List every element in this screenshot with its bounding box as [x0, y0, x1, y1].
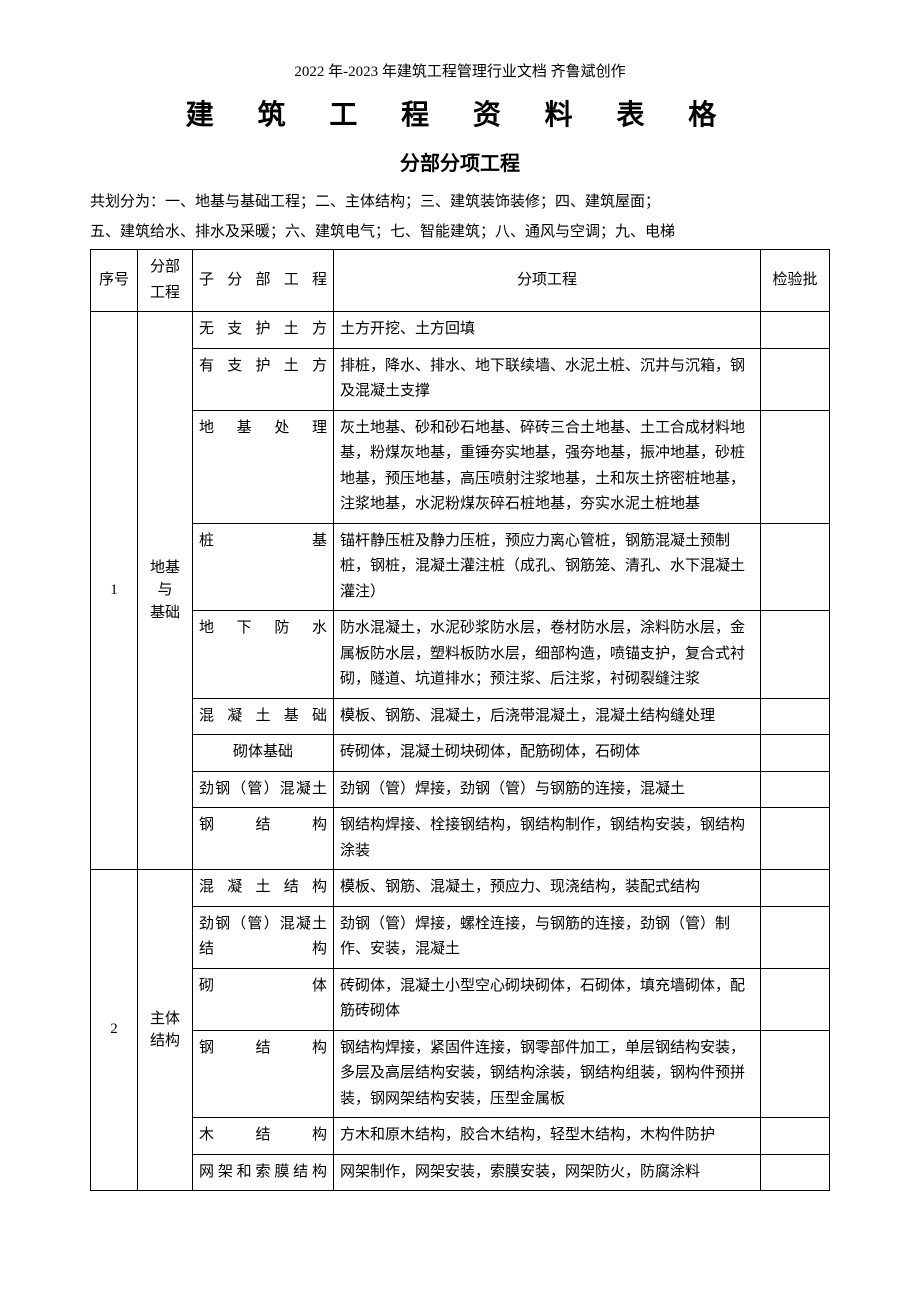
table-row: 1 地基 与 基础 无支护土方 土方开挖、土方回填 [91, 312, 830, 349]
item-cell: 钢结构焊接，紧固件连接，钢零部件加工，单层钢结构安装，多层及高层结构安装，钢结构… [334, 1030, 761, 1118]
inspect-cell [761, 906, 830, 968]
inspect-cell [761, 348, 830, 410]
main-1-l2: 与 [157, 582, 172, 598]
main-2: 主体 结构 [138, 870, 193, 1191]
main-table: 序号 分部工程 子分部工程 分项工程 检验批 1 地基 与 基础 无支护土方 土… [90, 249, 830, 1191]
table-row: 劲钢（管）混凝土结构 劲钢（管）焊接，螺栓连接，与钢筋的连接，劲钢（管）制作、安… [91, 906, 830, 968]
table-row: 有支护土方 排桩，降水、排水、地下联续墙、水泥土桩、沉井与沉箱，钢及混凝土支撑 [91, 348, 830, 410]
item-cell: 劲钢（管）焊接，劲钢（管）与钢筋的连接，混凝土 [334, 771, 761, 808]
table-row: 钢结构 钢结构焊接，紧固件连接，钢零部件加工，单层钢结构安装，多层及高层结构安装… [91, 1030, 830, 1118]
sub-cell: 钢结构 [193, 808, 334, 870]
page-title: 建 筑 工 程 资 料 表 格 [90, 93, 830, 133]
th-item: 分项工程 [334, 250, 761, 312]
item-cell: 模板、钢筋、混凝土，预应力、现浇结构，装配式结构 [334, 870, 761, 907]
inspect-cell [761, 312, 830, 349]
table-row: 砌体 砖砌体，混凝土小型空心砌块砌体，石砌体，填充墙砌体，配筋砖砌体 [91, 968, 830, 1030]
sub-cell: 桩基 [193, 523, 334, 611]
sub-cell: 劲钢（管）混凝土 [193, 771, 334, 808]
inspect-cell [761, 523, 830, 611]
inspect-cell [761, 808, 830, 870]
inspect-cell [761, 611, 830, 699]
item-cell: 模板、钢筋、混凝土，后浇带混凝土，混凝土结构缝处理 [334, 698, 761, 735]
table-row: 2 主体 结构 混凝土结构 模板、钢筋、混凝土，预应力、现浇结构，装配式结构 [91, 870, 830, 907]
table-row: 网架和索膜结构 网架制作，网架安装，索膜安装，网架防火，防腐涂料 [91, 1154, 830, 1191]
sub-cell: 混凝土结构 [193, 870, 334, 907]
sub-cell: 钢结构 [193, 1030, 334, 1118]
sub-cell: 无支护土方 [193, 312, 334, 349]
item-cell: 排桩，降水、排水、地下联续墙、水泥土桩、沉井与沉箱，钢及混凝土支撑 [334, 348, 761, 410]
table-row: 地基处理 灰土地基、砂和砂石地基、碎砖三合土地基、土工合成材料地基，粉煤灰地基，… [91, 410, 830, 523]
sub-cell: 砌体 [193, 968, 334, 1030]
sub-cell: 网架和索膜结构 [193, 1154, 334, 1191]
inspect-cell [761, 1118, 830, 1155]
item-cell: 劲钢（管）焊接，螺栓连接，与钢筋的连接，劲钢（管）制作、安装，混凝土 [334, 906, 761, 968]
intro-line-2: 五、建筑给水、排水及采暖；六、建筑电气；七、智能建筑；八、通风与空调；九、电梯 [90, 220, 830, 246]
sub-cell: 地下防水 [193, 611, 334, 699]
page-subtitle: 分部分项工程 [90, 147, 830, 176]
seq-2: 2 [91, 870, 138, 1191]
table-header-row: 序号 分部工程 子分部工程 分项工程 检验批 [91, 250, 830, 312]
sub-cell: 砌体基础 [193, 735, 334, 772]
table-row: 地下防水 防水混凝土，水泥砂浆防水层，卷材防水层，涂料防水层，金属板防水层，塑料… [91, 611, 830, 699]
main-2-l1: 主体 [150, 1011, 180, 1027]
item-cell: 土方开挖、土方回填 [334, 312, 761, 349]
item-cell: 网架制作，网架安装，索膜安装，网架防火，防腐涂料 [334, 1154, 761, 1191]
table-row: 钢结构 钢结构焊接、栓接钢结构，钢结构制作，钢结构安装，钢结构涂装 [91, 808, 830, 870]
main-1-l3: 基础 [150, 605, 180, 621]
inspect-cell [761, 771, 830, 808]
main-1-l1: 地基 [150, 560, 180, 576]
th-main: 分部工程 [138, 250, 193, 312]
sub-cell: 木结构 [193, 1118, 334, 1155]
inspect-cell [761, 870, 830, 907]
item-cell: 防水混凝土，水泥砂浆防水层，卷材防水层，涂料防水层，金属板防水层，塑料板防水层，… [334, 611, 761, 699]
item-cell: 砖砌体，混凝土小型空心砌块砌体，石砌体，填充墙砌体，配筋砖砌体 [334, 968, 761, 1030]
intro-line-1: 共划分为：一、地基与基础工程；二、主体结构；三、建筑装饰装修；四、建筑屋面； [90, 190, 830, 216]
inspect-cell [761, 698, 830, 735]
th-seq: 序号 [91, 250, 138, 312]
sub-cell: 混凝土基础 [193, 698, 334, 735]
inspect-cell [761, 1154, 830, 1191]
inspect-cell [761, 968, 830, 1030]
table-row: 混凝土基础 模板、钢筋、混凝土，后浇带混凝土，混凝土结构缝处理 [91, 698, 830, 735]
inspect-cell [761, 735, 830, 772]
main-2-l2: 结构 [150, 1033, 180, 1049]
item-cell: 砖砌体，混凝土砌块砌体，配筋砌体，石砌体 [334, 735, 761, 772]
inspect-cell [761, 1030, 830, 1118]
sub-cell: 地基处理 [193, 410, 334, 523]
table-row: 劲钢（管）混凝土 劲钢（管）焊接，劲钢（管）与钢筋的连接，混凝土 [91, 771, 830, 808]
page: 2022 年-2023 年建筑工程管理行业文档 齐鲁斌创作 建 筑 工 程 资 … [0, 0, 920, 1231]
item-cell: 灰土地基、砂和砂石地基、碎砖三合土地基、土工合成材料地基，粉煤灰地基，重锤夯实地… [334, 410, 761, 523]
seq-1: 1 [91, 312, 138, 870]
inspect-cell [761, 410, 830, 523]
table-row: 桩基 锚杆静压桩及静力压桩，预应力离心管桩，钢筋混凝土预制桩，钢桩，混凝土灌注桩… [91, 523, 830, 611]
th-inspect: 检验批 [761, 250, 830, 312]
sub-cell: 有支护土方 [193, 348, 334, 410]
item-cell: 方木和原木结构，胶合木结构，轻型木结构，木构件防护 [334, 1118, 761, 1155]
item-cell: 钢结构焊接、栓接钢结构，钢结构制作，钢结构安装，钢结构涂装 [334, 808, 761, 870]
th-sub: 子分部工程 [193, 250, 334, 312]
table-row: 木结构 方木和原木结构，胶合木结构，轻型木结构，木构件防护 [91, 1118, 830, 1155]
table-row: 砌体基础 砖砌体，混凝土砌块砌体，配筋砌体，石砌体 [91, 735, 830, 772]
doc-header: 2022 年-2023 年建筑工程管理行业文档 齐鲁斌创作 [90, 60, 830, 81]
item-cell: 锚杆静压桩及静力压桩，预应力离心管桩，钢筋混凝土预制桩，钢桩，混凝土灌注桩（成孔… [334, 523, 761, 611]
sub-cell: 劲钢（管）混凝土结构 [193, 906, 334, 968]
main-1: 地基 与 基础 [138, 312, 193, 870]
